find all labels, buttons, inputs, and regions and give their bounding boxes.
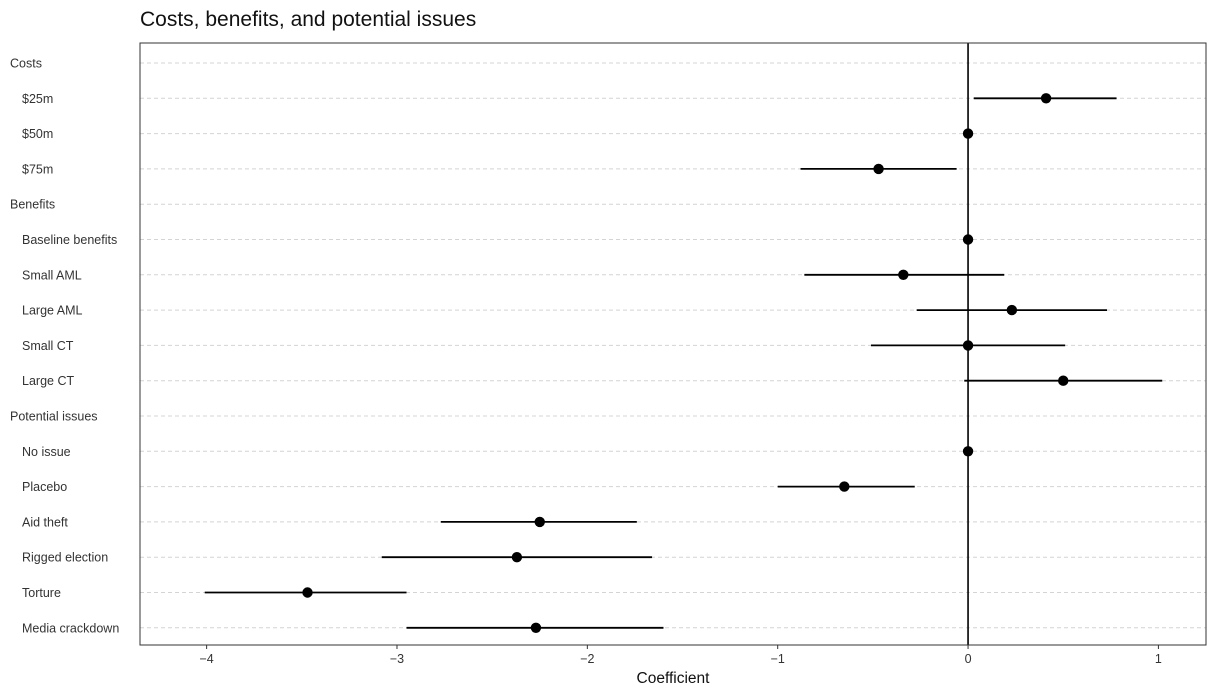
point-small-ct xyxy=(962,340,974,351)
point-small-aml xyxy=(898,269,909,280)
x-tick-label: −3 xyxy=(390,652,404,666)
x-tick-label: −4 xyxy=(199,652,213,666)
point-25m xyxy=(1040,93,1052,104)
row-labels: Costs $25m $50m $75m Benefits Baseline benefi… xyxy=(10,57,119,636)
point-torture xyxy=(302,587,313,598)
panel-border xyxy=(139,42,1207,646)
point-large-ct xyxy=(1058,375,1069,386)
row-label-small-aml: Small AML xyxy=(22,268,82,282)
row-label-large-ct: Large CT xyxy=(22,374,74,388)
point-baseline-benefits xyxy=(962,234,974,245)
x-tick-label: −1 xyxy=(771,652,785,666)
row-label-no-issue: No issue xyxy=(22,445,71,459)
point-no-issue xyxy=(962,446,974,457)
group-label-costs: Costs xyxy=(10,57,42,71)
group-label-benefits: Benefits xyxy=(10,198,55,212)
row-label-torture: Torture xyxy=(22,586,61,600)
point-rigged-election xyxy=(511,552,523,563)
row-label-media-crackdown: Media crackdown xyxy=(22,621,119,635)
point-placebo xyxy=(839,481,850,492)
point-50m xyxy=(962,128,974,139)
point-large-aml xyxy=(1006,304,1018,316)
point-aid-theft xyxy=(534,516,545,528)
x-tick-label: −2 xyxy=(580,652,594,666)
row-label-75m: $75m xyxy=(22,162,53,176)
row-label-large-aml: Large AML xyxy=(22,304,83,318)
row-label-small-ct: Small CT xyxy=(22,339,74,353)
x-axis-title: Coefficient xyxy=(637,670,711,687)
row-label-baseline-benefits: Baseline benefits xyxy=(22,233,117,247)
row-label-placebo: Placebo xyxy=(22,480,67,494)
x-tick-label: 0 xyxy=(965,652,972,666)
point-media-crackdown xyxy=(530,622,542,633)
point-75m xyxy=(873,163,884,175)
x-tick-label: 1 xyxy=(1155,652,1162,666)
row-label-aid-theft: Aid theft xyxy=(22,515,68,529)
row-label-25m: $25m xyxy=(22,92,53,106)
data-marks xyxy=(204,93,1163,633)
row-label-rigged-election: Rigged election xyxy=(22,551,108,565)
group-label-potential-issues: Potential issues xyxy=(10,410,98,424)
row-label-50m: $50m xyxy=(22,127,53,141)
chart-title: Costs, benefits, and potential issues xyxy=(140,8,476,31)
x-axis-ticks: −4 −3 −2 −1 0 1 xyxy=(199,645,1162,666)
